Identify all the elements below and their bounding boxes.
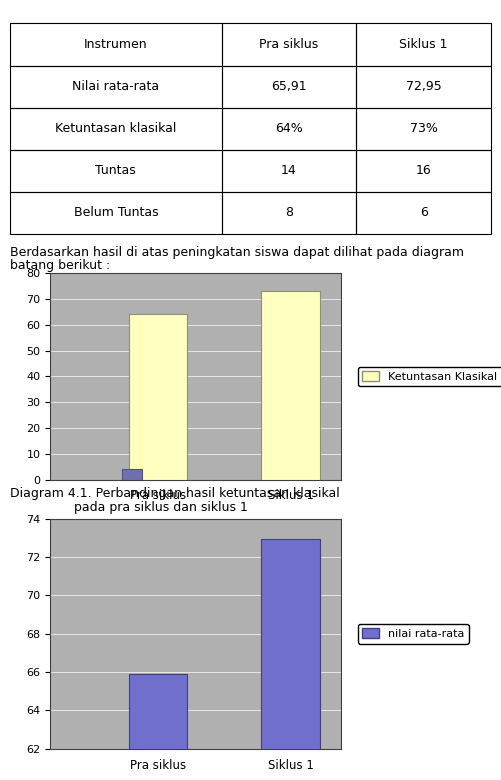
Bar xyxy=(221,108,356,150)
Text: 8: 8 xyxy=(285,207,293,219)
Text: Siklus 1: Siklus 1 xyxy=(399,38,448,51)
Bar xyxy=(10,192,221,234)
Bar xyxy=(10,66,221,108)
Text: 16: 16 xyxy=(416,165,431,177)
Text: Instrumen: Instrumen xyxy=(84,38,148,51)
Legend: nilai rata-rata: nilai rata-rata xyxy=(358,624,468,643)
Bar xyxy=(262,291,320,480)
Bar xyxy=(356,23,491,66)
Text: Tuntas: Tuntas xyxy=(96,165,136,177)
Text: Berdasarkan hasil di atas peningkatan siswa dapat dilihat pada diagram: Berdasarkan hasil di atas peningkatan si… xyxy=(10,246,464,259)
Text: 64%: 64% xyxy=(275,122,303,135)
Text: 72,95: 72,95 xyxy=(406,80,441,93)
Bar xyxy=(221,192,356,234)
Text: 14: 14 xyxy=(281,165,297,177)
Text: pada pra siklus dan siklus 1: pada pra siklus dan siklus 1 xyxy=(50,501,248,514)
Text: Belum Tuntas: Belum Tuntas xyxy=(74,207,158,219)
Bar xyxy=(129,674,187,780)
Text: 6: 6 xyxy=(420,207,427,219)
Bar xyxy=(10,23,221,66)
Bar xyxy=(10,150,221,192)
Text: 65,91: 65,91 xyxy=(271,80,307,93)
Text: Diagram 4.1. Perbandingan hasil ketuntasan klasikal: Diagram 4.1. Perbandingan hasil ketuntas… xyxy=(10,488,340,501)
Text: 73%: 73% xyxy=(410,122,437,135)
Text: Ketuntasan klasikal: Ketuntasan klasikal xyxy=(55,122,176,135)
Bar xyxy=(221,150,356,192)
Bar xyxy=(10,108,221,150)
Text: Pra siklus: Pra siklus xyxy=(260,38,319,51)
Bar xyxy=(129,314,187,480)
Bar xyxy=(356,108,491,150)
Bar xyxy=(221,66,356,108)
Bar xyxy=(262,539,320,780)
Bar xyxy=(122,470,142,480)
Bar xyxy=(356,150,491,192)
Text: batang berikut :: batang berikut : xyxy=(10,259,110,272)
Legend: Ketuntasan Klasikal (%): Ketuntasan Klasikal (%) xyxy=(358,367,501,386)
Bar xyxy=(221,23,356,66)
Text: Nilai rata-rata: Nilai rata-rata xyxy=(72,80,159,93)
Bar xyxy=(356,66,491,108)
Bar xyxy=(356,192,491,234)
